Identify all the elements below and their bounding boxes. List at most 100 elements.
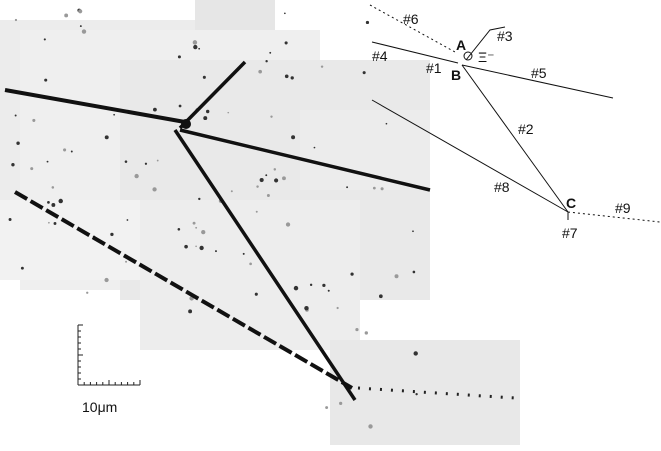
speck [104,278,108,282]
speck [249,263,252,266]
speck [366,21,369,24]
speck [270,115,272,117]
speck [86,292,88,294]
speck [314,147,316,149]
speck [258,70,262,74]
speck [322,284,325,287]
speck [198,198,200,200]
speck [127,219,129,221]
track-label: #3 [497,28,513,44]
speck [310,284,312,286]
speck [203,116,207,120]
speck [267,194,270,197]
speck [243,253,245,255]
speck [54,222,57,225]
speck [274,168,276,170]
speck [206,110,209,113]
track-label: #9 [615,200,631,216]
speck [256,211,258,213]
track-label: #5 [531,65,547,81]
speck [291,76,294,79]
speck [47,161,49,163]
speck [193,45,197,49]
speck [294,286,298,290]
speck [346,186,348,188]
speck [58,199,62,203]
speck [15,19,17,21]
speck [265,60,267,62]
speck [64,14,68,18]
speck [304,306,308,310]
speck [178,55,181,58]
speck [15,115,17,117]
speck [51,203,55,207]
track-label: #2 [518,121,534,137]
speck [193,40,198,45]
speck [21,267,24,270]
speck [285,74,289,78]
speck [337,307,339,309]
speck [328,290,330,292]
speck [379,294,383,298]
track-label: #6 [403,11,419,27]
speck [195,227,197,229]
speck [227,112,229,114]
speck [255,293,258,296]
speck [193,222,196,225]
vertex-label: B [451,67,461,83]
vertex-label: C [566,195,576,211]
speck [9,218,12,221]
speck [284,12,286,14]
speck [82,29,86,33]
speck [265,174,267,176]
speck [63,148,66,151]
speck [282,176,286,180]
speck [184,245,188,249]
speck [153,108,157,112]
speck [285,41,288,44]
speck [80,25,82,27]
speck [105,135,109,139]
speck [110,233,113,236]
speck [325,406,328,409]
speck [363,71,366,74]
track-label: #1 [426,60,442,76]
speck [231,190,233,192]
speck [198,48,200,50]
speck [152,187,156,191]
speck [260,178,264,182]
speck [339,402,342,405]
speck [44,38,46,40]
speck [52,186,55,189]
speck [113,114,115,116]
speck [145,163,147,165]
speck [32,119,35,122]
speck [199,246,203,250]
track-label: #7 [562,225,578,241]
speck [395,274,399,278]
speck [321,65,323,67]
speck [11,163,14,166]
track-label: #4 [372,48,388,64]
speck [178,228,181,231]
speck [48,222,50,224]
speck [413,271,416,274]
speck [195,245,197,247]
speck [269,52,271,54]
speck [30,167,33,170]
speck [386,123,388,125]
speck [125,261,127,263]
speck [412,230,414,232]
speck [286,222,290,226]
track-label: #8 [494,179,510,195]
speck [16,141,19,144]
speck [134,174,138,178]
speck [157,160,159,162]
speck [256,185,258,187]
speck [373,187,376,190]
figure: 10μm #6 #3 A Ξ⁻ #4 #1 B #5 #2 #8 C #9 #7 [0,0,661,451]
speck [355,328,358,331]
speck [274,178,278,182]
speck [71,151,73,153]
speck [44,79,47,82]
